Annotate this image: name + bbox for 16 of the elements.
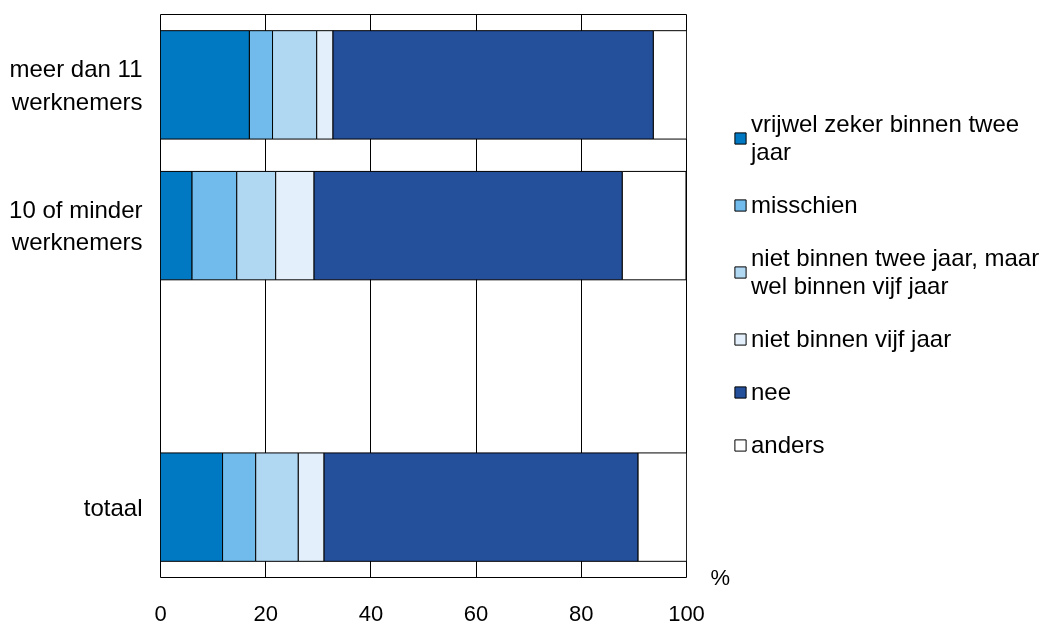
x-tick-label: 20 [253, 600, 278, 626]
x-tick-label: 40 [358, 600, 384, 626]
legend-label: niet binnen vijf jaar [751, 325, 952, 353]
legend-label: nee [751, 378, 792, 406]
legend-label: misschien [751, 191, 858, 219]
y-tick-label: totaal [83, 493, 143, 521]
x-tick-label: 100 [668, 600, 705, 626]
y-tick-label: 10 of minder werknemers [9, 195, 143, 256]
x-tick-label: 0 [154, 600, 167, 626]
x-tick-label: 80 [569, 600, 594, 626]
legend-label: anders [751, 431, 825, 459]
y-tick-label: meer dan 11 werknemers [9, 55, 143, 115]
x-tick-label: 60 [463, 600, 489, 626]
x-axis-title: % [710, 565, 731, 590]
legend-label: niet binnen twee jaar, maar wel binnen vijf jaar [751, 244, 1040, 300]
legend-label: vrijwel zeker binnen twee jaar [751, 110, 1020, 166]
